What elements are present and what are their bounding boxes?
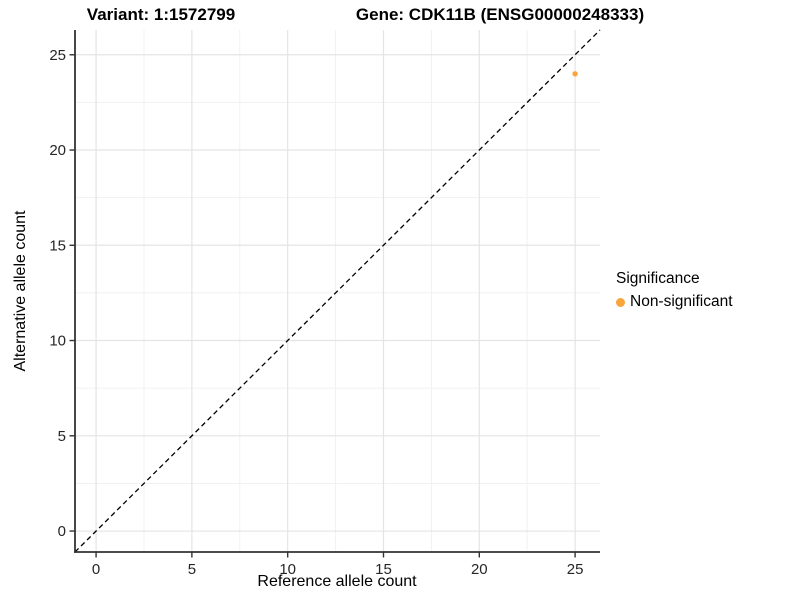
y-axis-label: Alternative allele count	[12, 210, 29, 372]
x-tick-label: 25	[567, 561, 584, 578]
gene-title: Gene: CDK11B (ENSG00000248333)	[355, 5, 645, 24]
variant-title: Variant: 1:1572799	[86, 5, 236, 24]
y-tick-label: 10	[49, 333, 66, 350]
x-tick-label: 10	[279, 561, 296, 578]
x-tick-label: 5	[188, 561, 196, 578]
y-tick-label: 5	[58, 428, 66, 445]
x-tick-label: 0	[92, 561, 100, 578]
legend-item: Non-significant	[616, 293, 733, 311]
x-tick-label: 20	[471, 561, 488, 578]
y-tick-label: 15	[49, 237, 66, 254]
x-tick-label: 15	[375, 561, 392, 578]
y-tick-label: 25	[49, 47, 66, 64]
y-tick-label: 0	[58, 523, 66, 540]
identity-dashed-line	[74, 29, 601, 553]
legend-item-label: Non-significant	[630, 293, 733, 310]
legend-key-dot-icon	[616, 297, 625, 307]
y-tick-label: 20	[49, 142, 66, 159]
x-axis-label: Reference allele count	[257, 573, 417, 590]
data-point	[572, 71, 578, 77]
legend-title: Significance	[616, 270, 700, 287]
legend: Significance Non-significant	[616, 270, 733, 311]
